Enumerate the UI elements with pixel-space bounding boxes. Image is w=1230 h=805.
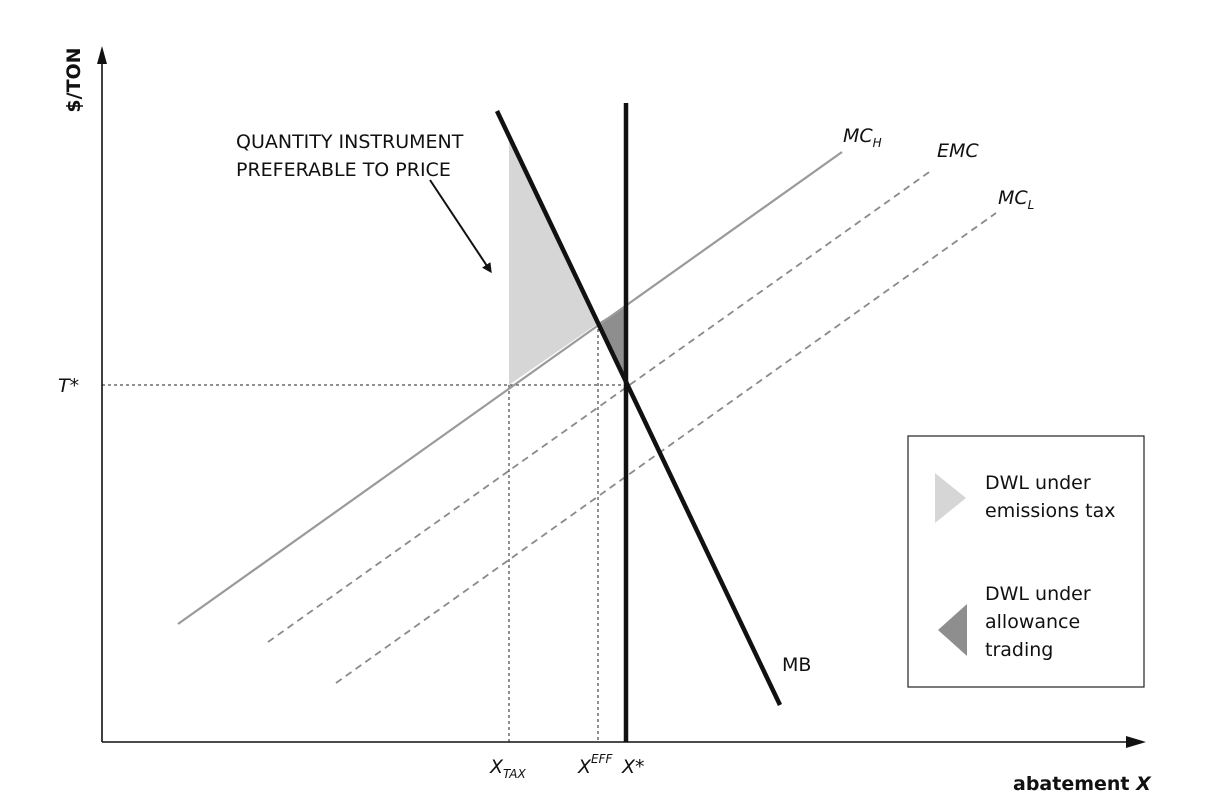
y-axis-label: $/TON	[63, 47, 85, 112]
annotation-arrow	[429, 179, 492, 274]
y-axis-arrowhead	[97, 46, 107, 64]
emc-curve	[267, 169, 933, 643]
annotation-line-1: QUANTITY INSTRUMENT	[236, 131, 464, 153]
x-tax-label-main: X	[489, 756, 504, 778]
legend-swatch-emissions-tax	[935, 473, 966, 523]
legend-item-1-line-1: DWL under	[985, 472, 1091, 494]
x-eff-label: XEFF	[577, 752, 614, 778]
x-axis-arrowhead	[1126, 736, 1146, 748]
annotation-line-2: PREFERABLE TO PRICE	[236, 159, 451, 181]
x-axis-label: abatement X	[1013, 773, 1152, 795]
x-axis-label-text: abatement	[1013, 773, 1136, 795]
legend-item-2-line-2: allowance	[985, 611, 1080, 633]
legend-swatch-allowance-trading	[938, 604, 967, 656]
legend-item-2-line-1: DWL under	[985, 583, 1091, 605]
dwl-emissions-tax-region	[509, 140, 600, 385]
legend-item-2-line-3: trading	[985, 639, 1053, 661]
mc-high-curve	[177, 151, 843, 625]
mc-low-label-main: MC	[998, 187, 1028, 209]
legend-item-1-line-2: emissions tax	[985, 500, 1116, 522]
mb-label: MB	[782, 654, 811, 676]
emc-label: EMC	[937, 140, 979, 162]
x-tax-label-sub: TAX	[503, 767, 526, 781]
mc-low-label-sub: L	[1028, 198, 1035, 212]
t-star-label: T*	[58, 375, 79, 397]
mc-low-curve	[335, 212, 997, 684]
legend: DWL under emissions tax DWL under allowa…	[907, 435, 1145, 688]
mc-high-label-main: MC	[843, 125, 873, 147]
mb-curve	[494, 110, 783, 706]
mc-high-label-sub: H	[873, 136, 882, 150]
x-star-label: X*	[621, 756, 645, 778]
x-eff-label-main: X	[577, 756, 592, 778]
x-eff-label-sup: EFF	[591, 752, 613, 766]
mc-low-label: MCL	[998, 187, 1034, 212]
x-axis-label-variable: X	[1135, 773, 1152, 795]
mc-high-label: MCH	[843, 125, 882, 150]
x-tax-label: XTAX	[489, 756, 526, 781]
legend-box	[907, 435, 1145, 688]
